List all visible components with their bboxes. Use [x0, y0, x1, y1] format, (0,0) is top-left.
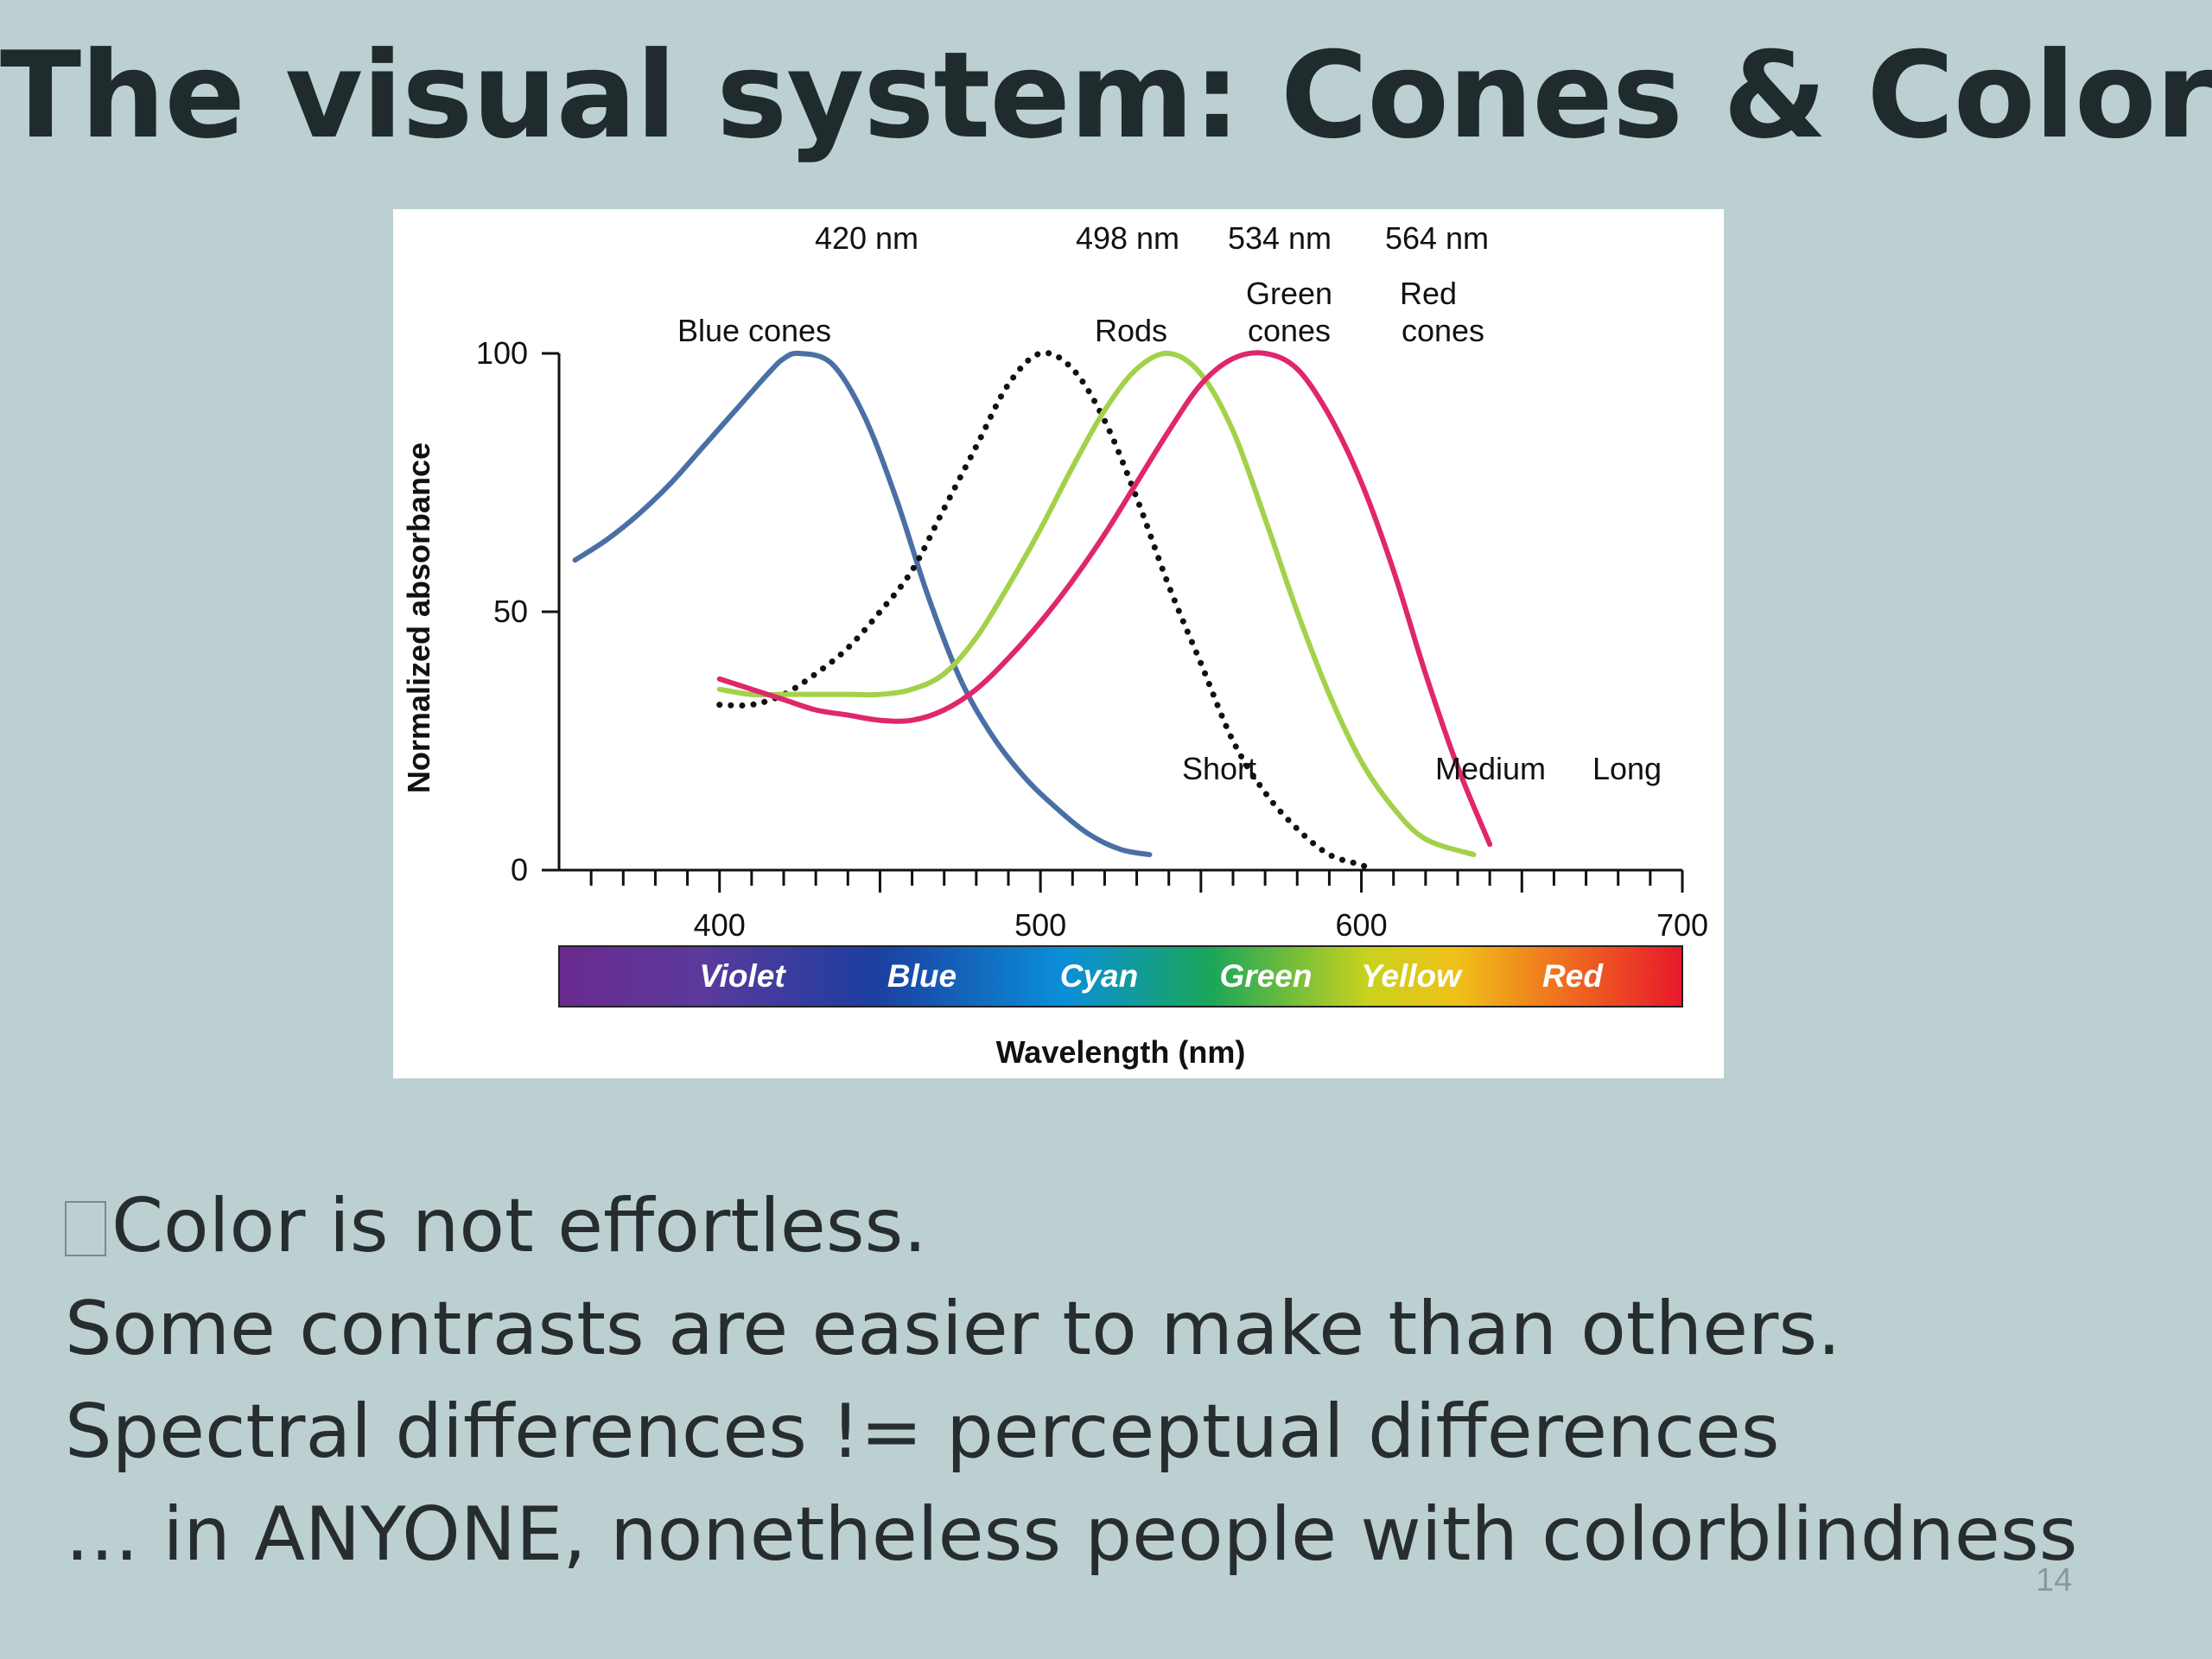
x-axis-title: Wavelength (nm): [996, 1034, 1246, 1070]
x-tick-label: 500: [1014, 907, 1066, 943]
curve-label-rods: Rods: [1095, 313, 1167, 348]
curve-label-red-line1: Red: [1400, 276, 1457, 311]
curve-long: [716, 350, 1493, 848]
series-label-medium: Medium: [1435, 751, 1546, 786]
curve-rods: [716, 349, 1375, 874]
y-tick-label: 50: [493, 594, 528, 629]
bullet-item-2: Some contrasts are easier to make than o…: [65, 1286, 1841, 1372]
peak-label-534: 534 nm: [1228, 220, 1332, 256]
y-axis-title: Normalized absorbance: [401, 442, 436, 793]
curve-label-green-line1: Green: [1246, 276, 1332, 311]
bullet-item-3: Spectral differences != perceptual diffe…: [65, 1389, 1780, 1475]
series-label-long: Long: [1592, 751, 1662, 786]
bullet-text-1: Color is not effortless.: [111, 1183, 927, 1269]
band-label-red: Red: [1542, 958, 1604, 994]
bullet-list: Color is not effortless. Some contrasts …: [65, 1175, 2156, 1586]
peak-label-564: 564 nm: [1385, 220, 1489, 256]
chart-panel: 0 50 100 400 500 600 700 420 nm 498 nm 534 nm…: [393, 209, 1724, 1078]
bullet-item-1: Color is not effortless.: [65, 1175, 2156, 1278]
series-label-short: Short: [1182, 751, 1256, 786]
curve-short: [572, 350, 1153, 858]
y-tick-label: 100: [476, 335, 528, 371]
band-label-cyan: Cyan: [1060, 958, 1138, 994]
band-label-violet: Violet: [699, 958, 786, 994]
peak-label-498: 498 nm: [1076, 220, 1179, 256]
y-tick-label: 0: [511, 852, 528, 887]
x-tick-label: 700: [1656, 907, 1708, 943]
page-number: 14: [2036, 1562, 2073, 1599]
peak-label-420: 420 nm: [815, 220, 918, 256]
curve-medium: [716, 350, 1477, 858]
bullet-item-4: … in ANYONE, nonetheless people with col…: [65, 1491, 2078, 1578]
band-label-blue: Blue: [887, 958, 957, 994]
absorbance-chart: 0 50 100 400 500 600 700 420 nm 498 nm 534 nm…: [401, 220, 1708, 1070]
x-tick-label: 600: [1336, 907, 1388, 943]
band-label-green: Green: [1220, 958, 1313, 994]
curve-label-red-line2: cones: [1402, 313, 1484, 348]
curve-label-blue-cones: Blue cones: [677, 313, 831, 348]
bullet-icon: [65, 1201, 106, 1256]
slide-title: The visual system: Cones & Color: [0, 26, 2212, 165]
x-tick-label: 400: [694, 907, 746, 943]
band-label-yellow: Yellow: [1361, 958, 1463, 994]
spectrum-band: [558, 945, 1683, 1007]
curve-label-green-line2: cones: [1248, 313, 1331, 348]
